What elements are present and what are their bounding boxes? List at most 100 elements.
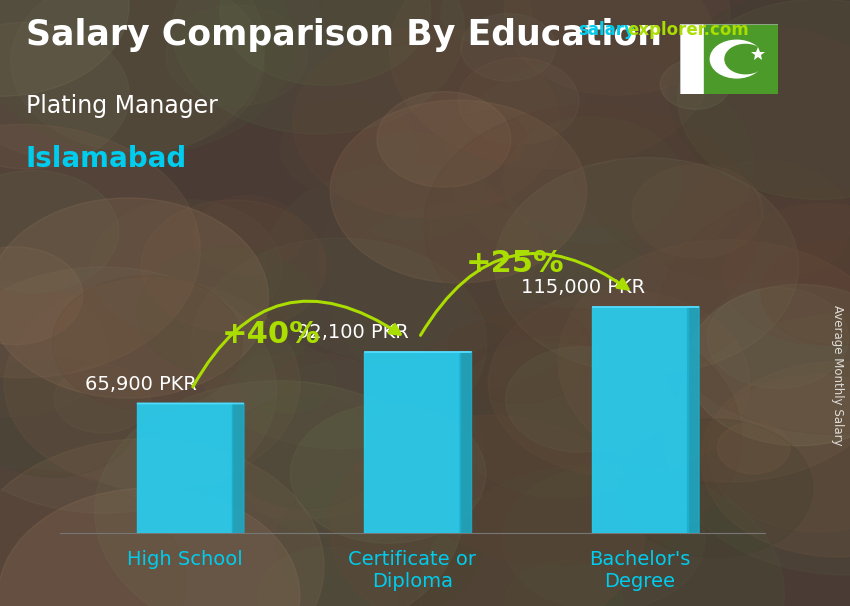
Circle shape — [0, 198, 269, 398]
Circle shape — [717, 422, 790, 474]
Circle shape — [708, 375, 850, 532]
Circle shape — [458, 58, 579, 144]
Circle shape — [449, 56, 753, 273]
Circle shape — [141, 200, 326, 332]
Circle shape — [318, 178, 536, 335]
Circle shape — [660, 59, 730, 110]
Text: +40%: +40% — [222, 319, 320, 348]
Circle shape — [329, 415, 645, 606]
Circle shape — [504, 0, 730, 95]
Circle shape — [419, 464, 785, 606]
Circle shape — [495, 158, 799, 374]
Circle shape — [0, 247, 82, 345]
Bar — [137, 404, 232, 533]
Circle shape — [239, 344, 336, 413]
Circle shape — [441, 0, 532, 44]
Circle shape — [506, 347, 654, 452]
Text: explorer.com: explorer.com — [627, 21, 749, 39]
Circle shape — [0, 282, 108, 417]
Circle shape — [264, 165, 545, 365]
Circle shape — [377, 92, 511, 187]
Circle shape — [723, 204, 850, 344]
Circle shape — [677, 0, 850, 199]
Circle shape — [320, 0, 442, 47]
Circle shape — [503, 117, 682, 244]
Circle shape — [137, 247, 320, 377]
Circle shape — [0, 358, 138, 478]
Circle shape — [0, 470, 186, 606]
Circle shape — [293, 27, 560, 218]
Circle shape — [0, 0, 264, 165]
Circle shape — [280, 99, 418, 198]
Circle shape — [0, 170, 119, 292]
Circle shape — [331, 100, 586, 283]
Circle shape — [445, 112, 527, 169]
Circle shape — [450, 336, 677, 498]
Circle shape — [0, 124, 201, 378]
Circle shape — [258, 547, 397, 606]
Bar — [680, 24, 705, 94]
Bar — [705, 24, 778, 94]
Circle shape — [4, 279, 300, 489]
Circle shape — [558, 240, 850, 482]
Text: salary: salary — [578, 21, 635, 39]
Text: +25%: +25% — [465, 249, 564, 278]
Circle shape — [219, 0, 430, 85]
Circle shape — [54, 365, 150, 433]
Circle shape — [225, 396, 384, 508]
Text: Islamabad: Islamabad — [26, 145, 187, 173]
Circle shape — [669, 0, 850, 200]
Circle shape — [543, 225, 641, 295]
Circle shape — [90, 199, 281, 336]
Circle shape — [679, 161, 850, 284]
Text: Salary Comparison By Education: Salary Comparison By Education — [26, 18, 661, 52]
Text: 65,900 PKR: 65,900 PKR — [86, 375, 197, 394]
Circle shape — [167, 5, 308, 106]
Text: 115,000 PKR: 115,000 PKR — [521, 278, 645, 298]
Circle shape — [707, 287, 848, 388]
Polygon shape — [688, 307, 699, 533]
Circle shape — [686, 284, 850, 446]
Circle shape — [330, 204, 592, 391]
Circle shape — [701, 362, 850, 557]
Circle shape — [337, 133, 487, 240]
Circle shape — [10, 0, 264, 152]
Circle shape — [0, 488, 300, 606]
Bar — [365, 352, 460, 533]
Circle shape — [725, 44, 766, 74]
Circle shape — [632, 164, 763, 258]
Circle shape — [0, 267, 276, 513]
Circle shape — [0, 22, 129, 169]
Circle shape — [571, 25, 850, 281]
Circle shape — [230, 360, 484, 542]
Circle shape — [448, 301, 592, 403]
Circle shape — [619, 419, 813, 558]
Circle shape — [192, 196, 303, 275]
Polygon shape — [232, 404, 244, 533]
Circle shape — [711, 40, 763, 78]
Circle shape — [660, 188, 850, 434]
Circle shape — [94, 381, 463, 606]
Circle shape — [381, 308, 741, 565]
Circle shape — [186, 352, 420, 519]
Circle shape — [291, 404, 486, 544]
Circle shape — [488, 290, 750, 476]
Circle shape — [665, 313, 850, 575]
Bar — [592, 307, 688, 533]
Circle shape — [0, 0, 129, 96]
Circle shape — [0, 439, 324, 606]
Text: Plating Manager: Plating Manager — [26, 94, 218, 118]
Circle shape — [503, 467, 706, 606]
Circle shape — [389, 0, 717, 168]
Circle shape — [275, 471, 483, 606]
Circle shape — [0, 0, 295, 155]
Circle shape — [506, 561, 622, 606]
Circle shape — [173, 0, 464, 134]
Circle shape — [52, 275, 242, 411]
Circle shape — [461, 13, 556, 81]
Circle shape — [761, 240, 850, 345]
Polygon shape — [460, 352, 472, 533]
Circle shape — [191, 238, 487, 448]
Circle shape — [424, 105, 761, 345]
Text: 92,100 PKR: 92,100 PKR — [298, 324, 409, 342]
